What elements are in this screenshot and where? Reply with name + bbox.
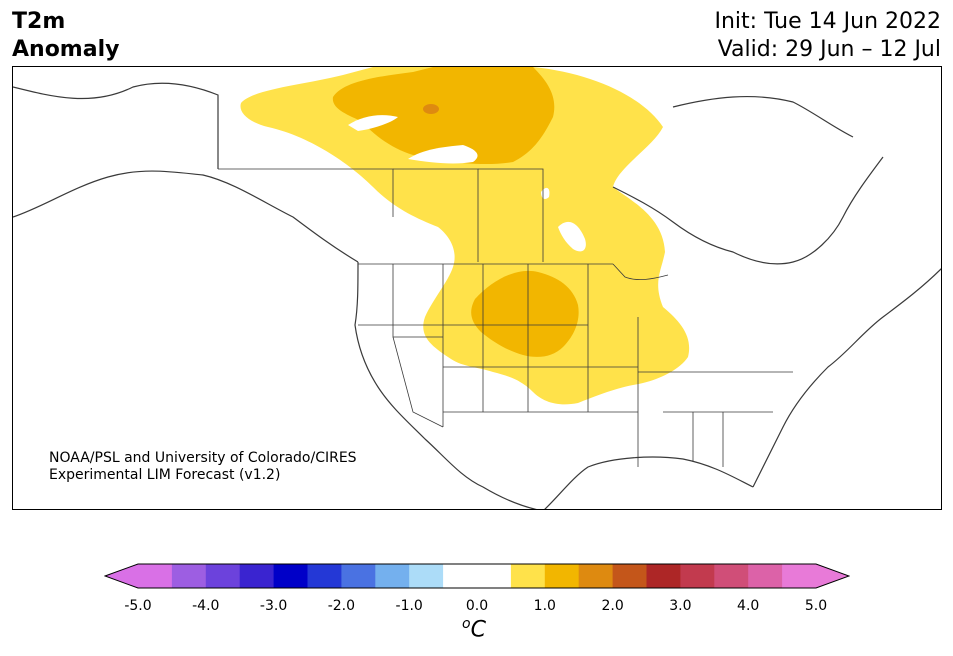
- colorbar-tick-label: -2.0: [327, 598, 356, 614]
- colorbar-segment: [341, 564, 376, 588]
- coastlines: [13, 82, 941, 509]
- colorbar-segment: [138, 564, 173, 588]
- unit-letter: C: [470, 617, 486, 643]
- colorbar-segment: [307, 564, 342, 588]
- colorbar-unit: oC: [462, 616, 486, 642]
- init-date: Init: Tue 14 Jun 2022: [714, 9, 942, 34]
- valid-range: Valid: 29 Jun – 12 Jul: [717, 37, 941, 62]
- colorbar-segment: [748, 564, 783, 588]
- colorbar-segment: [782, 564, 817, 588]
- colorbar-segment: [714, 564, 749, 588]
- colorbar-segment: [375, 564, 410, 588]
- forecast-info: Init: Tue 14 Jun 2022 Valid: 29 Jun – 12…: [715, 8, 942, 64]
- colorbar-segment: [680, 564, 715, 588]
- colorbar-tick-label: 2.0: [601, 598, 624, 614]
- colorbar-segment: [612, 564, 647, 588]
- anomaly-region-strong: [423, 104, 439, 114]
- colorbar-outline: [104, 563, 850, 589]
- colorbar-tick-label: 3.0: [669, 598, 692, 614]
- colorbar-tick-label: -3.0: [259, 598, 288, 614]
- colorbar-segment: [409, 564, 444, 588]
- lake-winnipeg: [558, 221, 586, 252]
- anomaly-region-medium-plains: [471, 270, 579, 357]
- colorbar-min-arrow: [105, 564, 138, 588]
- colorbar-tick-label: -5.0: [124, 598, 152, 614]
- title-subtitle: Anomaly: [12, 37, 120, 62]
- colorbar-segment: [646, 564, 681, 588]
- colorbar: [104, 563, 850, 589]
- colorbar-tick-label: 0.0: [465, 598, 489, 614]
- anomaly-map: [12, 66, 942, 510]
- credit-text: NOAA/PSL and University of Colorado/CIRE…: [49, 450, 357, 484]
- great-bear-lake: [348, 115, 398, 131]
- colorbar-tick-label: 5.0: [804, 598, 828, 614]
- political-borders: [218, 168, 793, 467]
- colorbar-segment: [239, 564, 275, 588]
- colorbar-segment: [205, 564, 241, 588]
- colorbar-tick-label: -1.0: [395, 598, 423, 614]
- map-svg: [13, 67, 941, 509]
- colorbar-segment: [544, 564, 580, 588]
- credit-line-2: Experimental LIM Forecast (v1.2): [49, 467, 281, 483]
- colorbar-tick-label: 1.0: [533, 598, 556, 614]
- colorbar-tick-label: 4.0: [737, 598, 760, 614]
- unit-degree-symbol: o: [462, 616, 471, 632]
- credit-line-1: NOAA/PSL and University of Colorado/CIRE…: [49, 450, 357, 466]
- colorbar-segment: [171, 564, 207, 588]
- colorbar-tick-label: -4.0: [192, 598, 220, 614]
- colorbar-segment: [510, 564, 546, 588]
- colorbar-max-arrow: [816, 564, 849, 588]
- map-title: T2m Anomaly: [12, 8, 119, 64]
- great-slave-lake: [408, 145, 478, 164]
- colorbar-segment: [273, 564, 308, 588]
- anomaly-region-medium-north: [332, 67, 555, 165]
- colorbar-segment: [578, 564, 614, 588]
- colorbar-segment: [443, 564, 478, 588]
- colorbar-segment: [477, 564, 512, 588]
- title-variable: T2m: [12, 9, 66, 34]
